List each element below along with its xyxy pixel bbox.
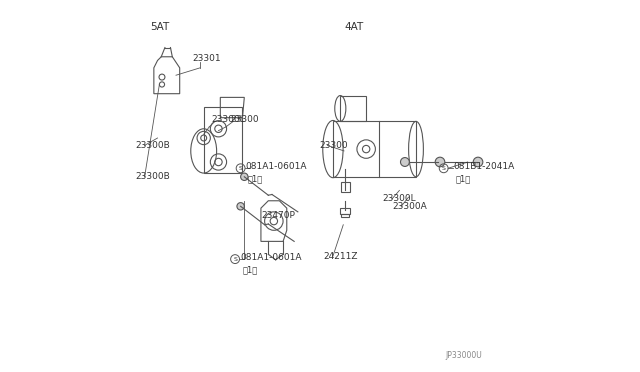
Circle shape: [401, 158, 410, 166]
Text: 23300B: 23300B: [136, 141, 170, 150]
Text: （1）: （1）: [456, 175, 471, 184]
Text: 23300: 23300: [230, 115, 259, 124]
Text: 23301: 23301: [193, 54, 221, 63]
Text: S: S: [442, 166, 445, 171]
Text: 081A1-0601A: 081A1-0601A: [245, 162, 307, 171]
Text: 081B1-2041A: 081B1-2041A: [453, 162, 514, 171]
Text: 23300B: 23300B: [136, 172, 170, 181]
Text: 23300: 23300: [319, 141, 348, 150]
Text: 23300L: 23300L: [383, 195, 417, 203]
Text: 24211Z: 24211Z: [324, 251, 358, 261]
Text: S: S: [233, 257, 237, 262]
Bar: [340, 208, 350, 214]
Text: 23470P: 23470P: [261, 211, 295, 220]
Text: 5AT: 5AT: [150, 22, 170, 32]
Text: S: S: [239, 166, 243, 171]
Circle shape: [435, 157, 445, 167]
Text: 081A1-0601A: 081A1-0601A: [240, 253, 301, 262]
Text: 4AT: 4AT: [344, 22, 364, 32]
Bar: [341, 214, 349, 217]
Circle shape: [237, 203, 244, 210]
Text: （1）: （1）: [248, 175, 263, 184]
Circle shape: [473, 157, 483, 167]
Text: JP33000U: JP33000U: [445, 351, 483, 360]
Circle shape: [241, 173, 248, 180]
Text: 23300L: 23300L: [211, 115, 244, 124]
Text: 23300A: 23300A: [392, 202, 427, 211]
Bar: [340, 182, 349, 192]
Text: （1）: （1）: [243, 266, 258, 275]
